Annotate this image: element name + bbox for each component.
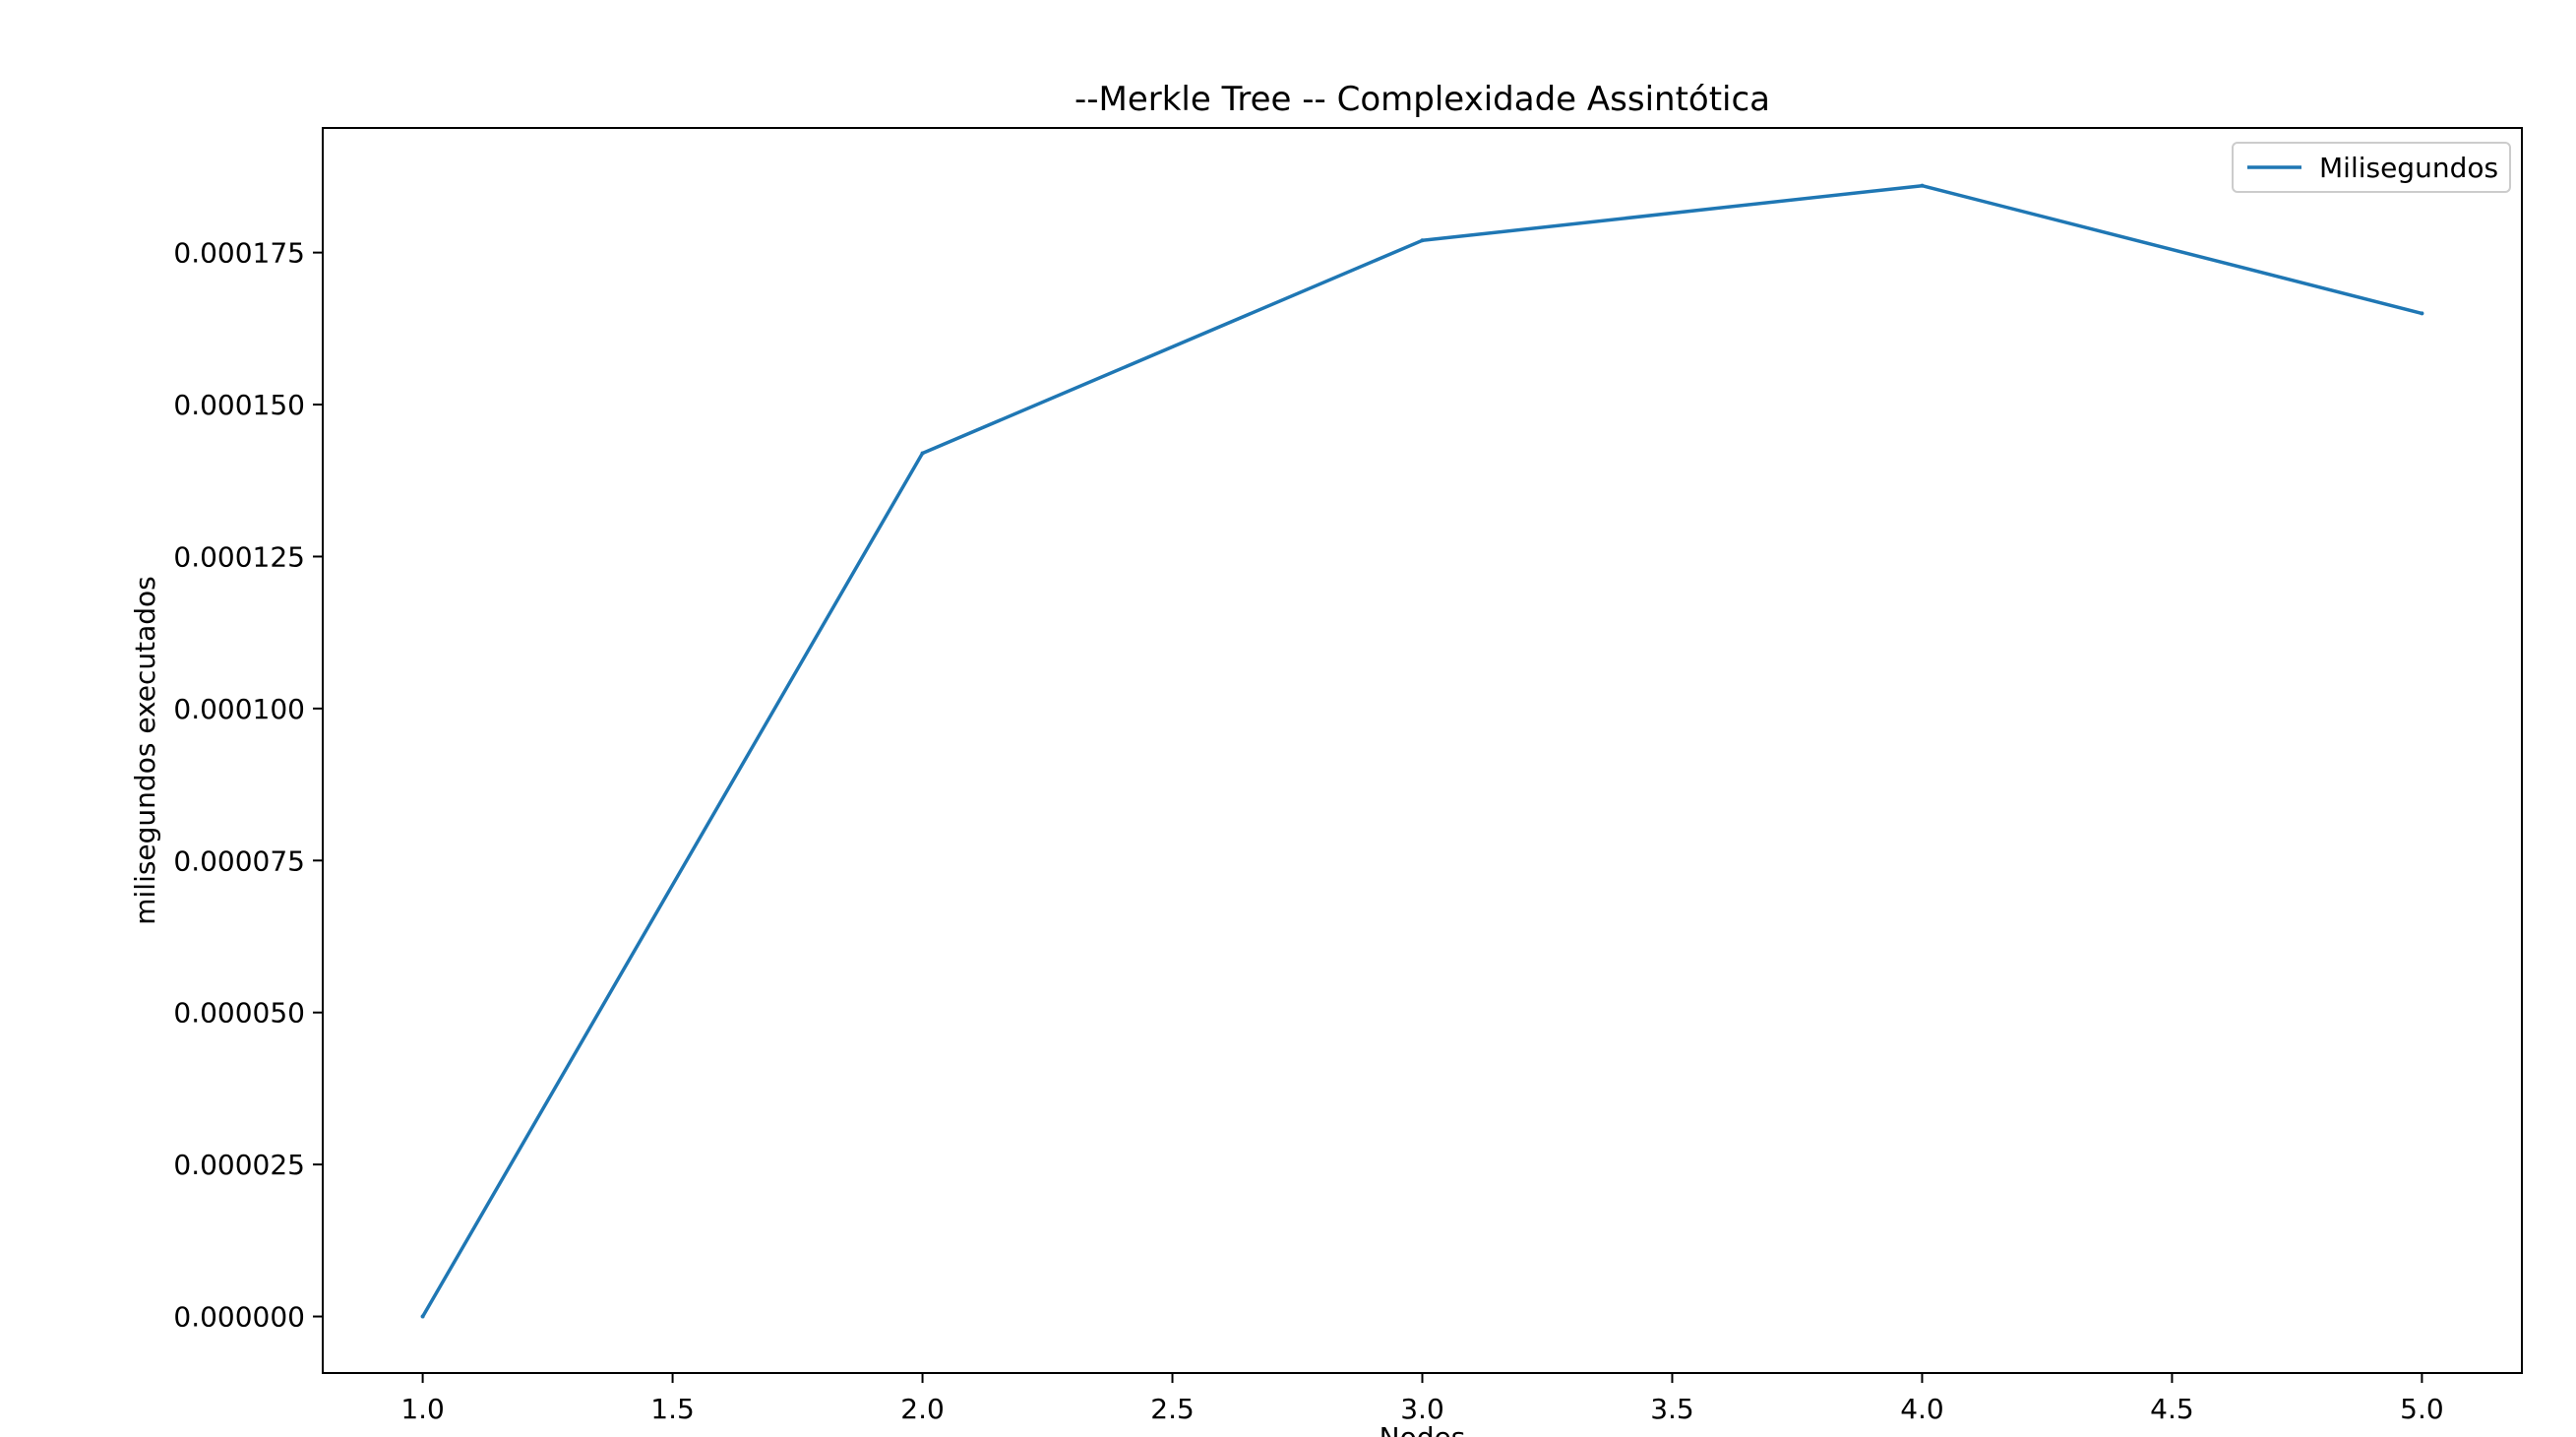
legend-box bbox=[2232, 142, 2511, 193]
y-tick-label: 0.000125 bbox=[173, 540, 305, 573]
x-tick-label: 4.5 bbox=[2150, 1393, 2194, 1425]
data-point bbox=[920, 451, 925, 456]
x-tick-label: 5.0 bbox=[2400, 1393, 2444, 1425]
legend: Milisegundos bbox=[2232, 142, 2511, 193]
data-point bbox=[2420, 311, 2424, 316]
y-tick-label: 0.000175 bbox=[173, 237, 305, 270]
x-tick-label: 2.0 bbox=[900, 1393, 945, 1425]
y-tick-label: 0.000150 bbox=[173, 389, 305, 421]
y-tick-label: 0.000000 bbox=[173, 1301, 305, 1334]
legend-label: Milisegundos bbox=[2319, 152, 2498, 184]
y-tick-label: 0.000025 bbox=[173, 1149, 305, 1181]
x-tick-label: 1.0 bbox=[400, 1393, 445, 1425]
x-axis-label: Nodes bbox=[1380, 1421, 1466, 1437]
y-tick-label: 0.000100 bbox=[173, 693, 305, 725]
y-tick-label: 0.000075 bbox=[173, 844, 305, 877]
x-tick-label: 3.5 bbox=[1650, 1393, 1694, 1425]
x-tick-label: 3.0 bbox=[1400, 1393, 1444, 1425]
x-tick-label: 1.5 bbox=[650, 1393, 695, 1425]
y-tick-label: 0.000050 bbox=[173, 997, 305, 1030]
series-line bbox=[420, 183, 2424, 1319]
chart-title: --Merkle Tree -- Complexidade Assintótic… bbox=[1074, 80, 1770, 119]
x-tick-label: 4.0 bbox=[1900, 1393, 1944, 1425]
data-point bbox=[1420, 238, 1425, 243]
x-tick-label: 2.5 bbox=[1150, 1393, 1195, 1425]
data-point bbox=[420, 1314, 425, 1319]
data-point bbox=[1920, 183, 1925, 188]
y-axis-label: milisegundos executados bbox=[129, 576, 161, 925]
plot-area-frame bbox=[322, 127, 2523, 1374]
